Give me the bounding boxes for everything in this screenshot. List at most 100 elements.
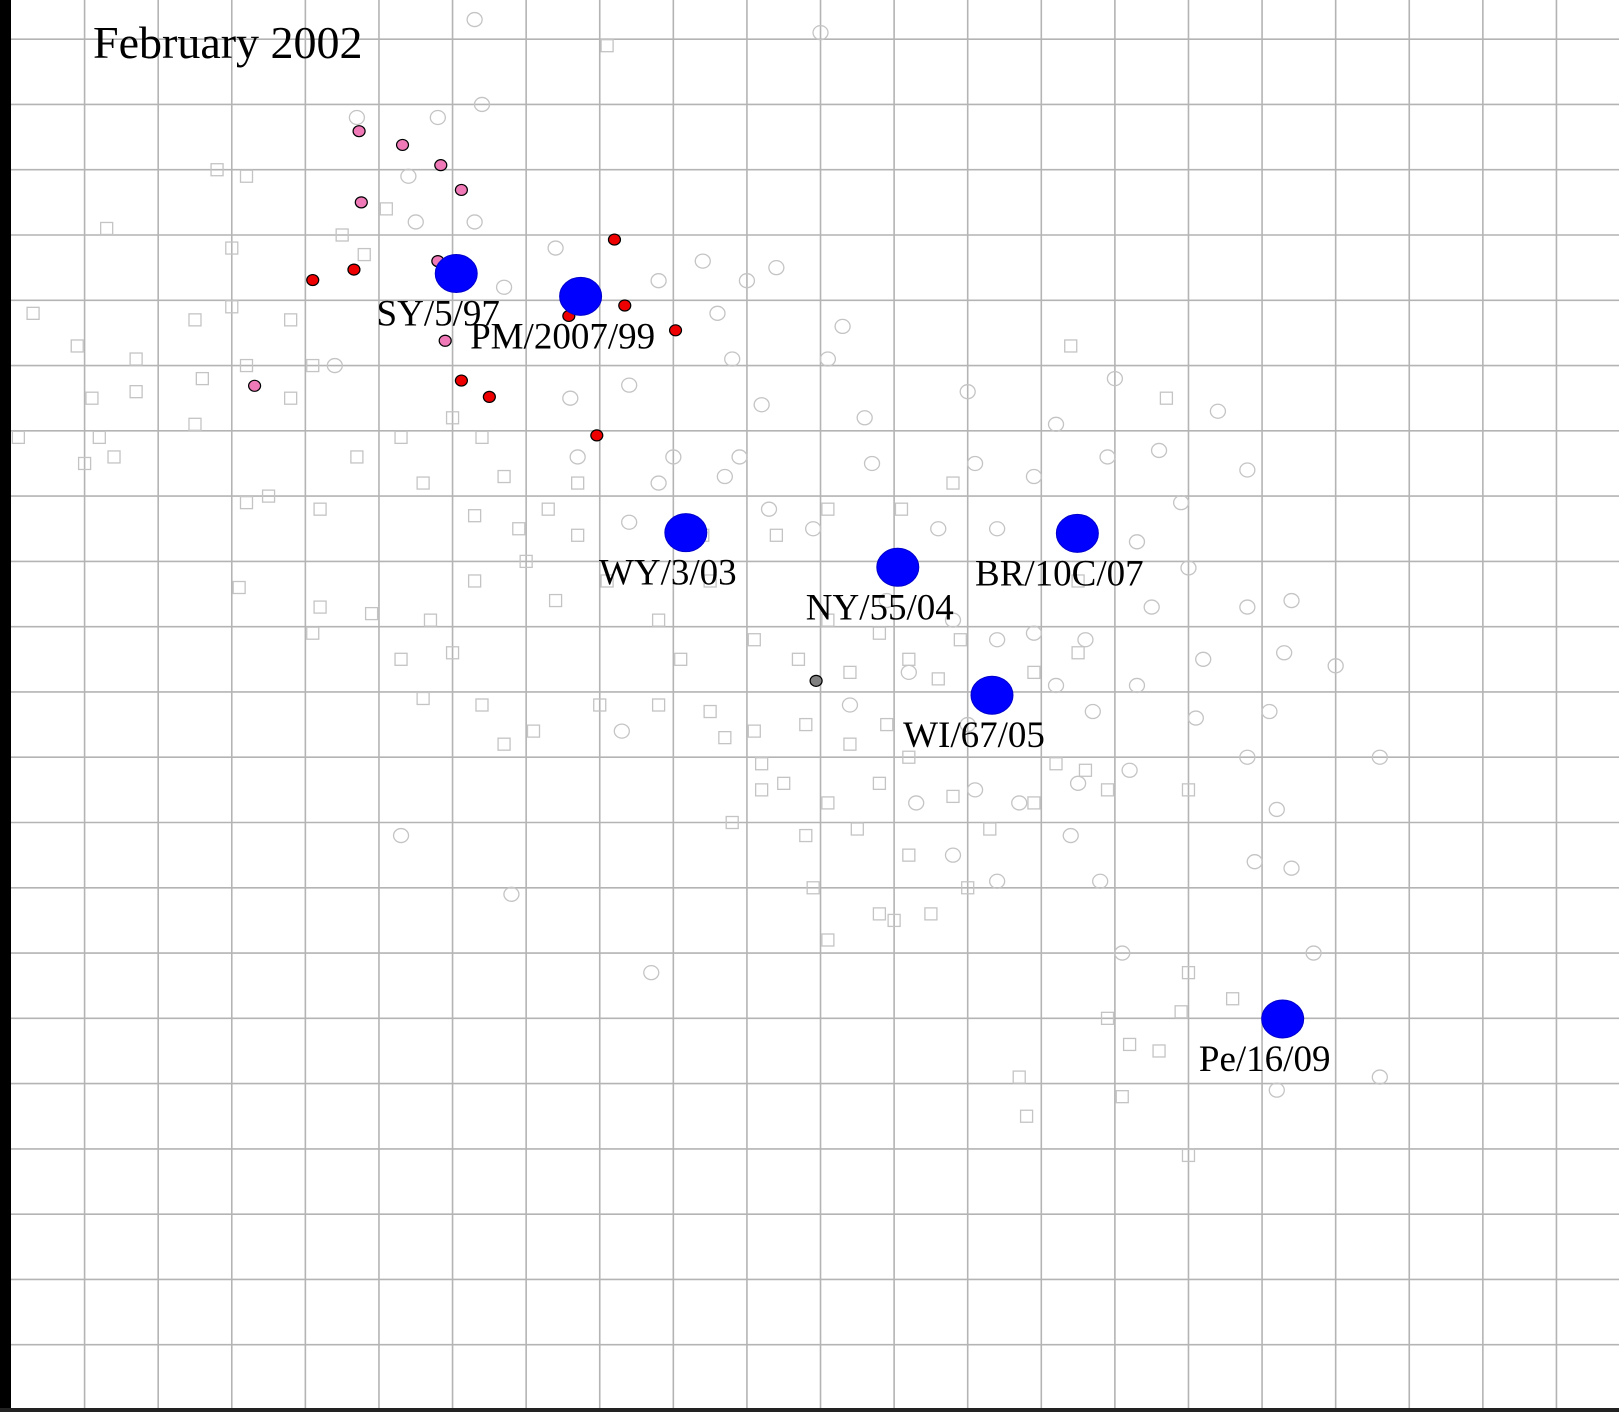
serum-point bbox=[651, 613, 666, 627]
antigen-point bbox=[900, 664, 917, 681]
serum-point bbox=[416, 691, 430, 706]
serum-point bbox=[1078, 763, 1093, 777]
serum-point bbox=[725, 815, 739, 830]
serum-point bbox=[931, 672, 945, 686]
antigen-point bbox=[607, 233, 622, 246]
antigen-point bbox=[988, 632, 1006, 648]
bottom-border bbox=[0, 1408, 1619, 1412]
antigen-point bbox=[753, 397, 770, 413]
antigen-point bbox=[466, 11, 483, 28]
antigen-point bbox=[1011, 795, 1028, 811]
antigen-point bbox=[908, 795, 925, 811]
serum-point bbox=[703, 704, 717, 719]
serum-point bbox=[571, 476, 585, 490]
serum-point bbox=[821, 613, 835, 627]
serum-point bbox=[129, 385, 143, 399]
point-label: NY/55/04 bbox=[806, 587, 954, 628]
serum-point bbox=[1122, 1037, 1137, 1052]
point-label: Pe/16/09 bbox=[1199, 1039, 1331, 1080]
serum-point bbox=[887, 913, 901, 928]
serum-point bbox=[467, 574, 482, 588]
antigen-point bbox=[1187, 710, 1204, 726]
serum-point bbox=[284, 313, 298, 327]
antigen-point bbox=[1268, 1082, 1285, 1098]
serum-point bbox=[1064, 339, 1078, 353]
serum-point bbox=[600, 39, 614, 53]
serum-point bbox=[821, 933, 835, 947]
antigen-point bbox=[1128, 534, 1146, 550]
serum-point bbox=[769, 528, 784, 542]
antigen-point bbox=[392, 827, 410, 844]
antigen-point bbox=[454, 183, 468, 197]
antigen-point bbox=[944, 612, 962, 628]
antigen-point bbox=[709, 305, 726, 321]
serum-point bbox=[1071, 574, 1085, 588]
chart-title: February 2002 bbox=[93, 17, 363, 68]
antigen-point bbox=[326, 357, 343, 374]
serum-point bbox=[1181, 965, 1196, 980]
serum-point bbox=[747, 633, 761, 647]
antigen-point bbox=[1025, 468, 1043, 485]
antigen-point bbox=[407, 214, 424, 230]
serum-point bbox=[70, 339, 84, 353]
serum-point bbox=[475, 698, 489, 712]
serum-point bbox=[306, 626, 320, 640]
antigen-point bbox=[1150, 442, 1168, 459]
antigen-point bbox=[1283, 860, 1300, 876]
antigen-point bbox=[805, 521, 822, 537]
antigen-point bbox=[1283, 592, 1300, 609]
serum-point bbox=[519, 554, 533, 569]
antigen-point bbox=[1077, 632, 1094, 648]
serum-point bbox=[703, 574, 717, 588]
serum-point bbox=[445, 411, 460, 425]
serum-point bbox=[284, 391, 298, 405]
left-border bbox=[0, 0, 11, 1412]
antigen-point bbox=[1209, 403, 1227, 419]
serum-point bbox=[880, 717, 894, 732]
serum-point bbox=[548, 593, 563, 608]
point-label: WI/67/05 bbox=[903, 715, 1045, 756]
serum-point bbox=[357, 247, 371, 262]
antigen-point bbox=[1305, 945, 1322, 961]
serum-point bbox=[188, 417, 202, 431]
antigen-point bbox=[247, 379, 262, 392]
antigen-point bbox=[944, 847, 962, 863]
serum-point bbox=[394, 430, 408, 445]
antigen-point bbox=[665, 449, 682, 465]
serum-point bbox=[526, 724, 541, 738]
antigen-point bbox=[841, 697, 859, 713]
antigen-point bbox=[650, 273, 667, 289]
serum-point bbox=[1159, 391, 1174, 405]
antigen-point bbox=[306, 273, 320, 287]
serum-point bbox=[107, 450, 121, 464]
antigen-point bbox=[1128, 677, 1146, 694]
antigen-point bbox=[959, 716, 976, 733]
reference-point bbox=[1261, 999, 1305, 1039]
serum-point bbox=[1012, 1070, 1026, 1084]
antigen-point bbox=[347, 263, 361, 276]
reference-point bbox=[664, 513, 708, 553]
antigen-point bbox=[1239, 462, 1256, 478]
serum-point bbox=[129, 352, 143, 366]
antigen-point bbox=[1195, 651, 1212, 667]
serum-point bbox=[872, 626, 887, 640]
serum-point bbox=[261, 489, 276, 503]
antigen-point bbox=[1121, 762, 1138, 778]
serum-point bbox=[946, 476, 960, 490]
antigen-point bbox=[1239, 749, 1256, 765]
antigen-point bbox=[819, 351, 837, 367]
antigen-point bbox=[768, 259, 785, 276]
serum-point bbox=[416, 476, 430, 490]
serum-point bbox=[225, 300, 239, 314]
antigen-point bbox=[1047, 416, 1065, 432]
serum-point bbox=[512, 522, 526, 536]
reference-point bbox=[1055, 513, 1099, 553]
antigen-point bbox=[731, 449, 748, 465]
serum-point bbox=[239, 495, 254, 510]
serum-point bbox=[188, 313, 202, 327]
antigen-point bbox=[547, 240, 564, 256]
serum-point bbox=[806, 881, 820, 895]
serum-point bbox=[100, 221, 114, 236]
antigen-point bbox=[352, 125, 366, 138]
